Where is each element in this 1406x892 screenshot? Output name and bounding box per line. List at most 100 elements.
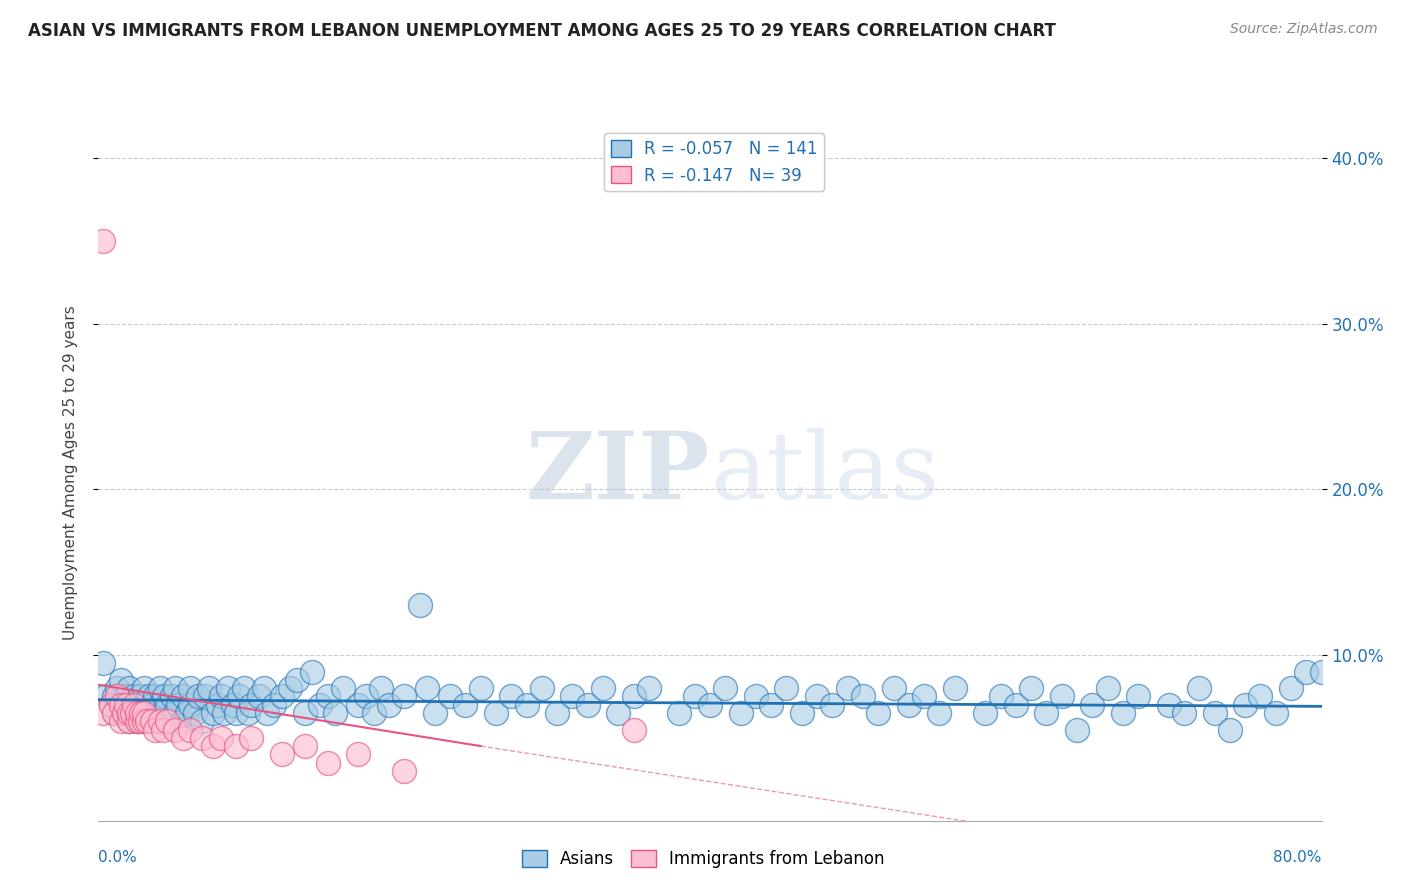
Point [347, 747, 370, 762]
Point [301, 665, 323, 679]
Point [129, 706, 152, 720]
Point [837, 681, 859, 695]
Text: ZIP: ZIP [526, 428, 710, 517]
Point [285, 673, 308, 687]
Point [454, 698, 477, 712]
Point [163, 723, 186, 737]
Point [501, 690, 523, 704]
Point [152, 706, 174, 720]
Point [110, 706, 132, 720]
Point [100, 698, 122, 712]
Point [167, 698, 190, 712]
Point [212, 706, 235, 720]
Point [325, 706, 347, 720]
Point [136, 706, 159, 720]
Point [238, 706, 260, 720]
Point [1234, 698, 1257, 712]
Point [134, 714, 156, 729]
Point [592, 681, 614, 695]
Point [122, 698, 145, 712]
Point [745, 690, 768, 704]
Point [623, 723, 645, 737]
Point [128, 714, 150, 729]
Point [115, 690, 138, 704]
Point [354, 690, 377, 704]
Point [1081, 698, 1104, 712]
Point [91, 234, 114, 248]
Point [1249, 690, 1271, 704]
Point [347, 698, 370, 712]
Point [153, 690, 176, 704]
Point [194, 690, 217, 704]
Point [172, 731, 194, 745]
Point [128, 690, 150, 704]
Point [156, 714, 179, 729]
Point [121, 706, 143, 720]
Point [105, 690, 128, 704]
Point [207, 698, 229, 712]
Point [143, 690, 166, 704]
Point [485, 706, 508, 720]
Point [187, 690, 209, 704]
Point [1279, 681, 1302, 695]
Point [883, 681, 905, 695]
Point [217, 681, 239, 695]
Point [714, 681, 737, 695]
Text: Source: ZipAtlas.com: Source: ZipAtlas.com [1230, 22, 1378, 37]
Point [370, 681, 392, 695]
Point [122, 690, 145, 704]
Point [270, 690, 292, 704]
Point [806, 690, 828, 704]
Point [416, 681, 439, 695]
Point [1004, 698, 1026, 712]
Point [138, 690, 160, 704]
Point [821, 698, 844, 712]
Point [408, 599, 430, 613]
Point [179, 723, 201, 737]
Point [256, 706, 278, 720]
Point [228, 690, 250, 704]
Point [516, 698, 538, 712]
Point [103, 690, 125, 704]
Point [225, 739, 247, 753]
Legend: Asians, Immigrants from Lebanon: Asians, Immigrants from Lebanon [515, 843, 891, 875]
Text: atlas: atlas [710, 428, 939, 517]
Point [197, 681, 219, 695]
Point [112, 698, 135, 712]
Point [928, 706, 950, 720]
Point [141, 714, 163, 729]
Point [759, 698, 782, 712]
Point [107, 698, 129, 712]
Point [172, 690, 194, 704]
Point [668, 706, 690, 720]
Point [91, 706, 114, 720]
Point [1219, 723, 1241, 737]
Point [278, 681, 301, 695]
Point [378, 698, 401, 712]
Point [100, 698, 122, 712]
Point [143, 723, 166, 737]
Point [110, 714, 132, 729]
Text: 80.0%: 80.0% [1274, 850, 1322, 865]
Point [1310, 665, 1333, 679]
Point [134, 706, 156, 720]
Point [309, 698, 332, 712]
Point [115, 698, 138, 712]
Point [530, 681, 553, 695]
Point [121, 706, 143, 720]
Point [103, 706, 125, 720]
Point [1035, 706, 1057, 720]
Point [1264, 706, 1286, 720]
Point [1112, 706, 1135, 720]
Point [637, 681, 661, 695]
Point [222, 698, 245, 712]
Point [546, 706, 568, 720]
Point [149, 698, 172, 712]
Point [141, 698, 163, 712]
Point [134, 681, 156, 695]
Point [112, 706, 135, 720]
Point [294, 739, 316, 753]
Point [990, 690, 1012, 704]
Point [607, 706, 630, 720]
Point [263, 698, 285, 712]
